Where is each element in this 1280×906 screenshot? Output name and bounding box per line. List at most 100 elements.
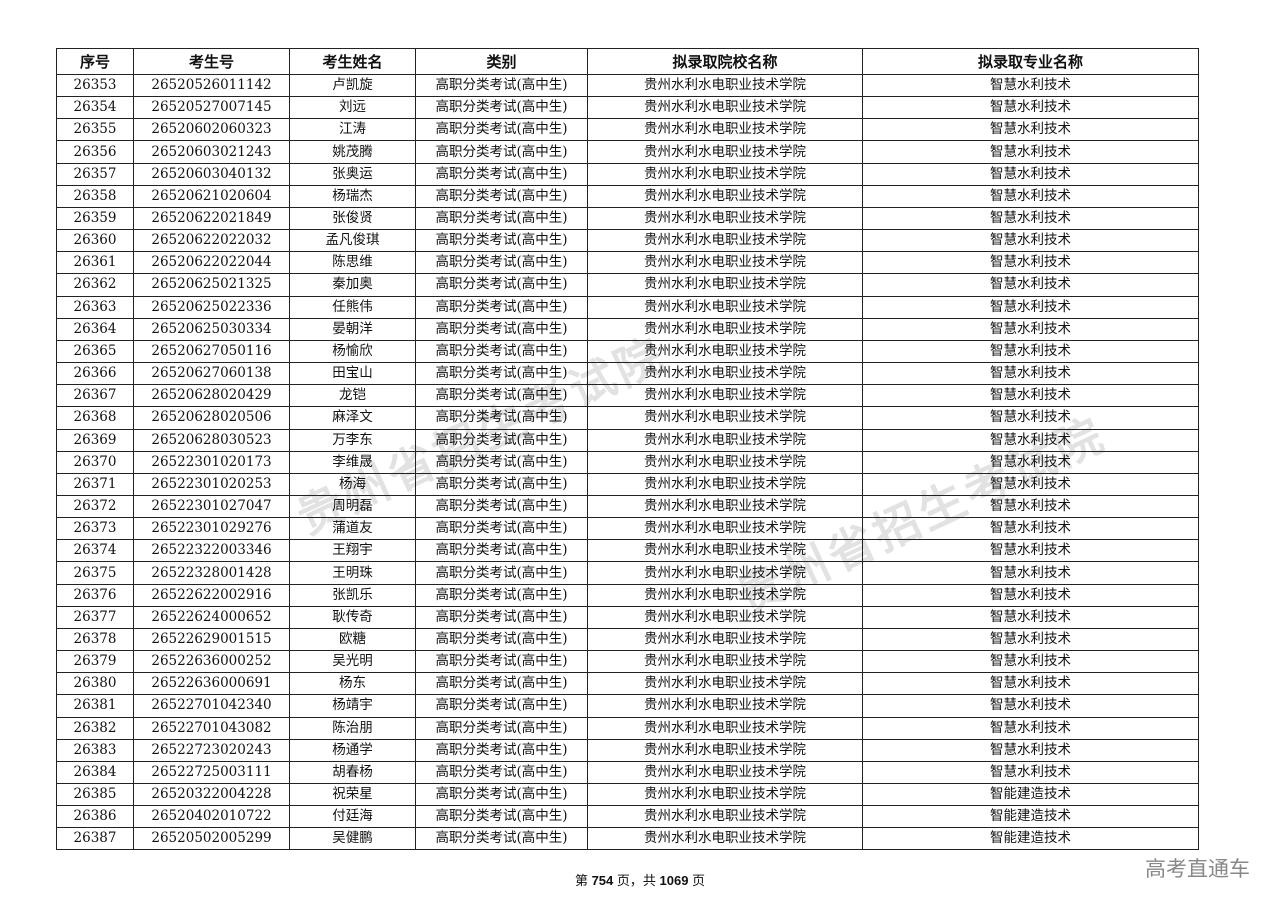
cell-exam-id: 26520622021849 <box>133 206 290 231</box>
cell-category: 高职分类考试(高中生) <box>415 517 588 541</box>
cell-seq: 26383 <box>56 738 134 762</box>
cell-exam-id: 26522636000691 <box>133 672 290 696</box>
table-row: 26375 26522328001428 王明珠 高职分类考试(高中生) 贵州水利水电职… <box>56 561 1199 585</box>
cell-major: 智慧水利技术 <box>862 73 1199 98</box>
cell-seq: 26353 <box>56 73 134 98</box>
table-row: 26382 26522701043082 陈治朋 高职分类考试(高中生) 贵州水利水电职… <box>56 716 1199 740</box>
cell-school: 贵州水利水电职业技术学院 <box>587 229 863 253</box>
cell-exam-id: 26520628030523 <box>133 428 290 452</box>
cell-category: 高职分类考试(高中生) <box>415 650 588 674</box>
cell-name: 杨海 <box>289 472 416 496</box>
table-row: 26353 26520526011142 卢凯旋 高职分类考试(高中生) 贵州水利水电职… <box>56 73 1199 98</box>
cell-seq: 26384 <box>56 760 134 785</box>
cell-name: 耿传奇 <box>289 605 416 629</box>
brand-watermark: 高考直通车 <box>1145 857 1250 881</box>
cell-exam-id: 26520402010722 <box>133 805 290 829</box>
cell-major: 智慧水利技术 <box>862 362 1199 386</box>
cell-seq: 26377 <box>56 605 134 629</box>
cell-major: 智慧水利技术 <box>862 716 1199 740</box>
cell-major: 智慧水利技术 <box>862 627 1199 652</box>
cell-major: 智慧水利技术 <box>862 251 1199 275</box>
cell-exam-id: 26520625030334 <box>133 317 290 341</box>
cell-name: 陈治朋 <box>289 716 416 740</box>
cell-school: 贵州水利水电职业技术学院 <box>587 605 863 629</box>
header-seq: 序号 <box>56 48 134 75</box>
cell-seq: 26366 <box>56 362 134 386</box>
cell-seq: 26363 <box>56 295 134 319</box>
cell-major: 智慧水利技术 <box>862 295 1199 319</box>
cell-school: 贵州水利水电职业技术学院 <box>587 672 863 696</box>
cell-seq: 26372 <box>56 494 134 519</box>
cell-name: 蒲道友 <box>289 517 416 541</box>
cell-name: 秦加奥 <box>289 273 416 297</box>
cell-name: 杨东 <box>289 672 416 696</box>
cell-exam-id: 26522701042340 <box>133 694 290 718</box>
cell-seq: 26381 <box>56 694 134 718</box>
cell-seq: 26373 <box>56 517 134 541</box>
table-row: 26371 26522301020253 杨海 高职分类考试(高中生) 贵州水利水电职业… <box>56 472 1199 496</box>
cell-seq: 26357 <box>56 162 134 186</box>
header-category: 类别 <box>415 48 588 75</box>
cell-name: 付廷海 <box>289 805 416 829</box>
cell-seq: 26374 <box>56 539 134 563</box>
cell-category: 高职分类考试(高中生) <box>415 339 588 364</box>
cell-seq: 26379 <box>56 650 134 674</box>
cell-school: 贵州水利水电职业技术学院 <box>587 251 863 275</box>
cell-category: 高职分类考试(高中生) <box>415 229 588 253</box>
cell-seq: 26364 <box>56 317 134 341</box>
cell-major: 智慧水利技术 <box>862 650 1199 674</box>
cell-category: 高职分类考试(高中生) <box>415 760 588 785</box>
cell-exam-id: 26522301020173 <box>133 450 290 474</box>
cell-category: 高职分类考试(高中生) <box>415 295 588 319</box>
cell-category: 高职分类考试(高中生) <box>415 738 588 762</box>
current-page: 754 <box>591 873 614 888</box>
cell-name: 杨愉欣 <box>289 339 416 364</box>
cell-seq: 26359 <box>56 206 134 231</box>
cell-school: 贵州水利水电职业技术学院 <box>587 583 863 607</box>
table-header-row: 序号 考生号 考生姓名 类别 拟录取院校名称 拟录取专业名称 <box>56 48 1199 75</box>
cell-seq: 26358 <box>56 184 134 208</box>
cell-major: 智慧水利技术 <box>862 229 1199 253</box>
cell-seq: 26382 <box>56 716 134 740</box>
cell-school: 贵州水利水电职业技术学院 <box>587 118 863 142</box>
cell-exam-id: 26522301020253 <box>133 472 290 496</box>
cell-name: 胡春杨 <box>289 760 416 785</box>
cell-category: 高职分类考试(高中生) <box>415 827 588 851</box>
cell-category: 高职分类考试(高中生) <box>415 539 588 563</box>
cell-exam-id: 26520628020429 <box>133 384 290 408</box>
cell-major: 智慧水利技术 <box>862 605 1199 629</box>
cell-major: 智慧水利技术 <box>862 694 1199 718</box>
cell-category: 高职分类考试(高中生) <box>415 206 588 231</box>
cell-school: 贵州水利水电职业技术学院 <box>587 650 863 674</box>
cell-major: 智能建造技术 <box>862 827 1199 851</box>
cell-seq: 26369 <box>56 428 134 452</box>
cell-name: 晏朝洋 <box>289 317 416 341</box>
cell-major: 智慧水利技术 <box>862 672 1199 696</box>
cell-exam-id: 26522725003111 <box>133 760 290 785</box>
cell-name: 刘远 <box>289 96 416 120</box>
cell-exam-id: 26522301027047 <box>133 494 290 519</box>
cell-exam-id: 26520602060323 <box>133 118 290 142</box>
cell-category: 高职分类考试(高中生) <box>415 805 588 829</box>
table-row: 26372 26522301027047 周明磊 高职分类考试(高中生) 贵州水利水电职… <box>56 494 1199 519</box>
table-row: 26361 26520622022044 陈思维 高职分类考试(高中生) 贵州水利水电职… <box>56 251 1199 275</box>
cell-major: 智慧水利技术 <box>862 184 1199 208</box>
cell-school: 贵州水利水电职业技术学院 <box>587 206 863 231</box>
cell-name: 祝荣星 <box>289 782 416 807</box>
cell-school: 贵州水利水电职业技术学院 <box>587 716 863 740</box>
cell-school: 贵州水利水电职业技术学院 <box>587 362 863 386</box>
cell-category: 高职分类考试(高中生) <box>415 472 588 496</box>
cell-category: 高职分类考试(高中生) <box>415 118 588 142</box>
cell-major: 智慧水利技术 <box>862 472 1199 496</box>
cell-category: 高职分类考试(高中生) <box>415 184 588 208</box>
cell-major: 智慧水利技术 <box>862 118 1199 142</box>
cell-school: 贵州水利水电职业技术学院 <box>587 827 863 851</box>
cell-category: 高职分类考试(高中生) <box>415 406 588 430</box>
cell-category: 高职分类考试(高中生) <box>415 73 588 98</box>
cell-major: 智慧水利技术 <box>862 539 1199 563</box>
cell-name: 王翔宇 <box>289 539 416 563</box>
cell-name: 吴健鹏 <box>289 827 416 851</box>
cell-school: 贵州水利水电职业技术学院 <box>587 494 863 519</box>
cell-school: 贵州水利水电职业技术学院 <box>587 450 863 474</box>
cell-major: 智慧水利技术 <box>862 450 1199 474</box>
